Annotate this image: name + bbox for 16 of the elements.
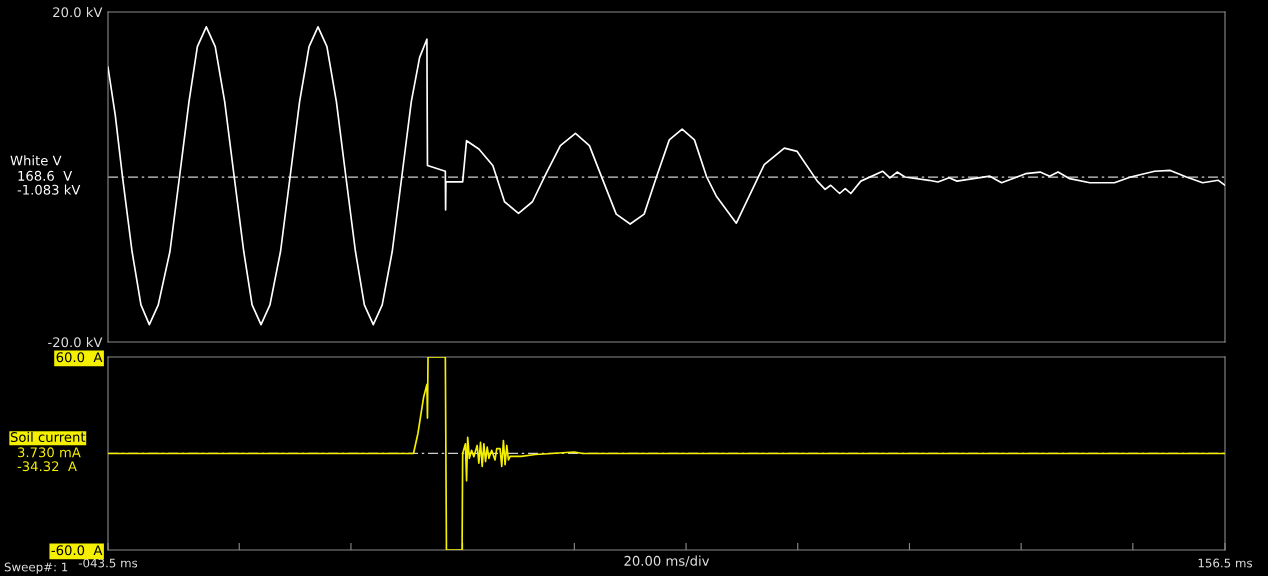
line-series [108, 357, 1225, 550]
text: White V [10, 155, 62, 166]
y-tick-label: 20.0 kV [53, 6, 103, 18]
x-axis-title: 20.00 ms/div [624, 555, 710, 567]
y-tick-label: -60.0 A [51, 545, 103, 556]
text: Sweep#: 1 [4, 562, 68, 574]
text: -34.32 A [17, 461, 77, 472]
text: 3.730 mA [18, 447, 81, 458]
series-label: Soil current [10, 431, 86, 443]
y-tick-label: -20.0 kV [48, 336, 103, 348]
y-tick-label: 60.0 A [56, 352, 103, 363]
text: -1.083 kV [17, 184, 81, 195]
line-series [108, 26, 1225, 326]
x-tick-label: 156.5 ms [1198, 558, 1253, 568]
text: 168.6 V [18, 170, 73, 181]
x-tick-label: -043.5 ms [78, 558, 138, 568]
